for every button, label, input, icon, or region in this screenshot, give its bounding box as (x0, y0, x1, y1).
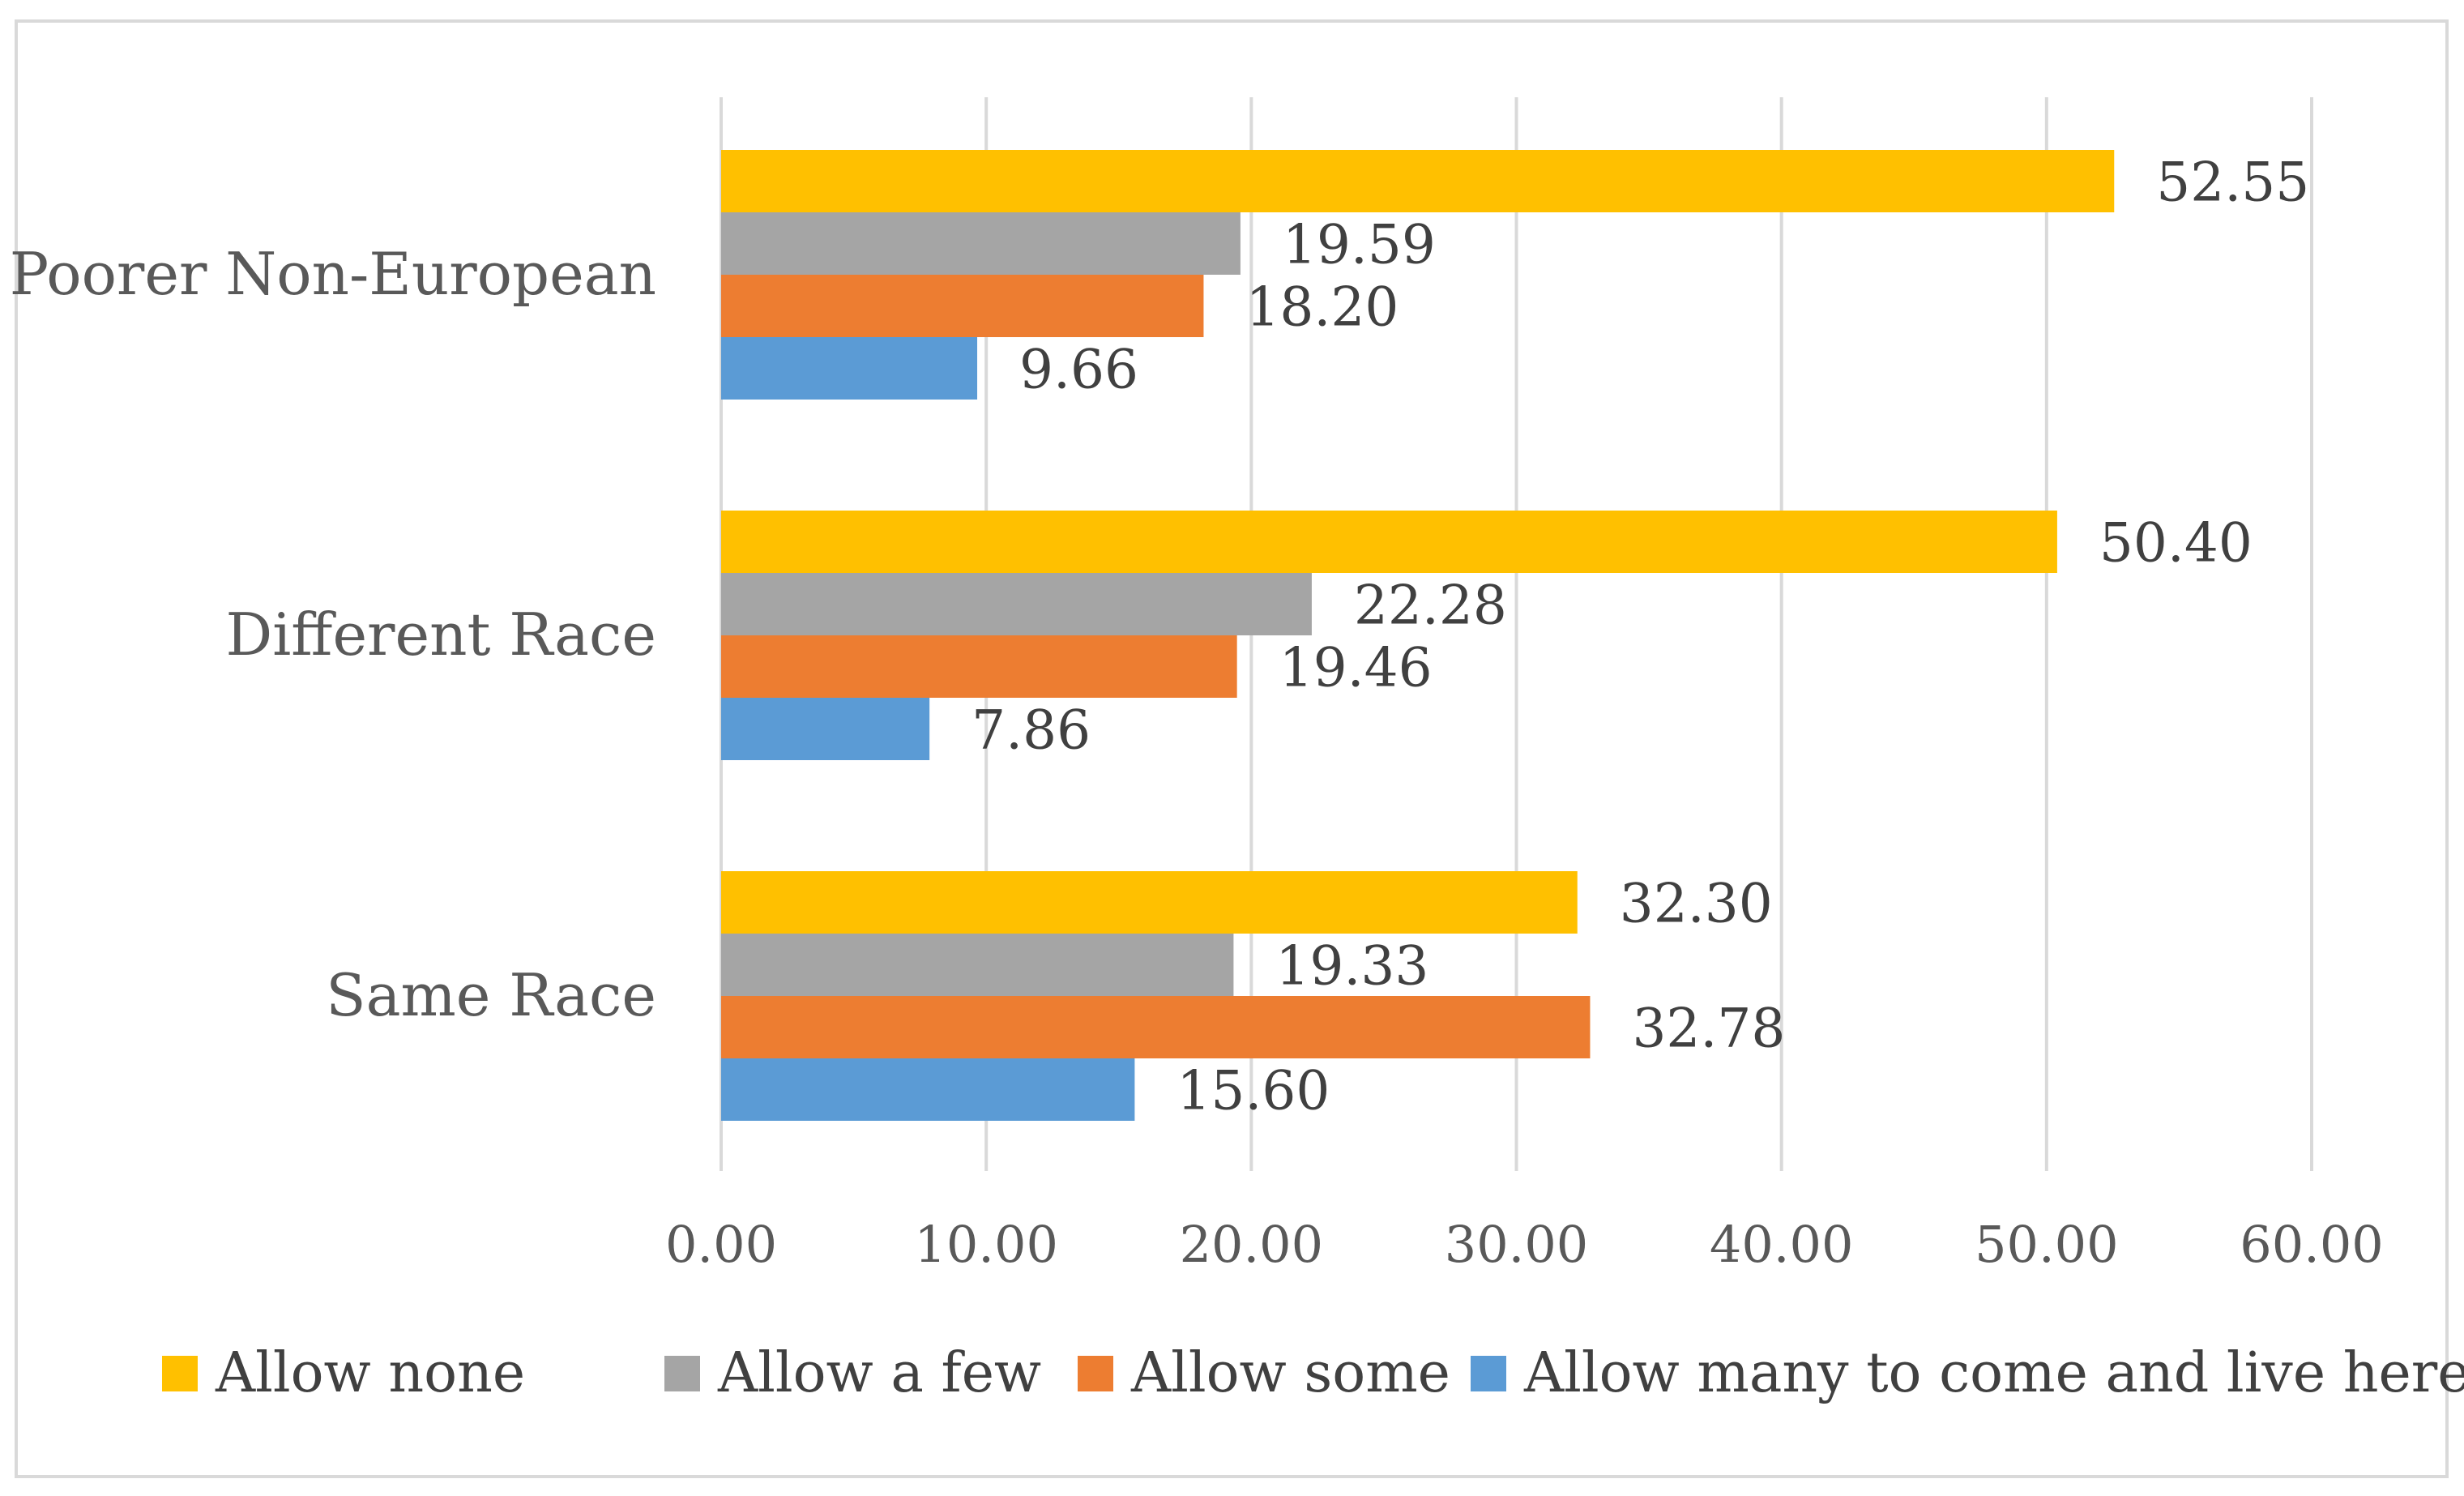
data-label: 19.46 (1279, 637, 1433, 699)
x-tick-label: 0.00 (665, 1215, 777, 1274)
legend-swatch (1471, 1356, 1506, 1391)
data-label: 50.40 (2099, 512, 2253, 575)
data-label: 7.86 (972, 699, 1091, 762)
legend-label: Allow none (215, 1341, 525, 1405)
bar (721, 635, 1237, 698)
data-label: 52.55 (2156, 152, 2309, 214)
x-tick-label: 40.00 (1710, 1215, 1854, 1274)
bar (721, 150, 2115, 212)
data-label: 15.60 (1176, 1060, 1330, 1122)
legend-swatch (664, 1356, 700, 1391)
data-label: 9.66 (1019, 339, 1138, 401)
bar (721, 511, 2057, 573)
x-tick-label: 60.00 (2240, 1215, 2384, 1274)
legend-swatch (1078, 1356, 1113, 1391)
bars (721, 150, 2115, 1121)
bar (721, 871, 1578, 934)
x-tick-label: 10.00 (914, 1215, 1058, 1274)
category-labels: Poorer Non-European Different Race Same Ra… (10, 240, 656, 1029)
legend-label: Allow many to come and live here (1523, 1341, 2464, 1405)
legend-label: Allow some (1130, 1341, 1450, 1405)
x-tick-label: 30.00 (1445, 1215, 1589, 1274)
bar (721, 212, 1241, 275)
legend-swatch (162, 1356, 198, 1391)
data-label: 22.28 (1354, 575, 1507, 637)
category-label: Same Race (326, 961, 656, 1029)
x-tick-label: 20.00 (1180, 1215, 1324, 1274)
bar (721, 275, 1204, 337)
data-label: 18.20 (1245, 276, 1399, 339)
legend: Allow none Allow a few Allow some Allow man… (162, 1341, 2464, 1405)
bar (721, 337, 978, 400)
legend-label: Allow a few (717, 1341, 1041, 1405)
bar (721, 934, 1234, 996)
data-label: 19.59 (1283, 214, 1436, 276)
data-label: 19.33 (1275, 935, 1428, 998)
bar (721, 573, 1312, 635)
data-label: 32.78 (1632, 998, 1785, 1060)
bar (721, 1058, 1135, 1121)
x-tick-label: 50.00 (1975, 1215, 2119, 1274)
x-tick-labels: 0.00 10.00 20.00 30.00 40.00 50.00 60.00 (665, 1215, 2384, 1274)
category-label: Different Race (226, 601, 656, 669)
category-label: Poorer Non-European (10, 240, 656, 308)
bar (721, 996, 1591, 1058)
bar (721, 698, 930, 760)
data-label: 32.30 (1620, 873, 1773, 935)
